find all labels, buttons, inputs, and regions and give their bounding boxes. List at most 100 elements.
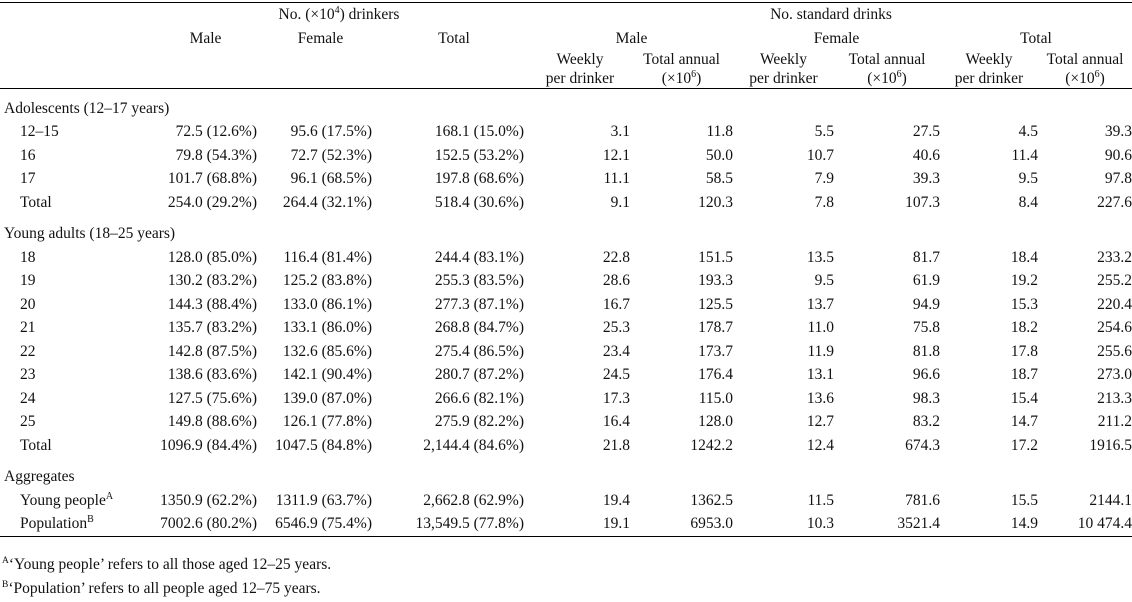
male-total-annual-header: Total annual (×106) [630, 50, 733, 89]
total-weekly-cell: 18.2 [1010, 319, 1038, 337]
male-drinkers-cell: 135.7 (83.2%) [167, 319, 257, 337]
female-total-annual-header: Total annual (×106) [834, 50, 940, 89]
footnote-mark: B [87, 514, 94, 526]
male-drinkers-cell: 254.0 (29.2%) [167, 193, 257, 211]
total-annual-cell: 211.2 [1097, 413, 1132, 431]
male-weekly-cell: 17.3 [602, 389, 630, 407]
female-weekly-cell: 10.3 [733, 512, 834, 537]
female-drinks-header: Female [813, 29, 860, 47]
male-annual-cell: 178.7 [698, 319, 733, 337]
female-weekly-cell: 10.7 [806, 146, 834, 164]
row-label: 16 [20, 146, 36, 164]
table-row: 25 149.8 (88.6%) 126.1 (77.8%) 275.9 (82.2%… [0, 411, 1132, 435]
male-weekly-cell: 19.1 [530, 512, 630, 537]
male-weekly-cell: 23.4 [602, 342, 630, 360]
male-annual-cell: 6953.0 [630, 512, 733, 537]
footnote-b: B‘Population’ refers to all people aged … [2, 579, 321, 597]
total-drinkers-cell: 280.7 (87.2%) [434, 366, 524, 384]
footnote-mark: A [105, 490, 114, 502]
row-label: 23 [20, 366, 36, 384]
total-weekly-cell: 15.3 [1010, 295, 1038, 313]
total-annual-cell: 255.2 [1097, 272, 1132, 290]
female-weekly-cell: 11.5 [807, 491, 834, 509]
total-weekly-cell: 19.2 [1010, 272, 1038, 290]
total-weekly-cell: 15.4 [1010, 389, 1038, 407]
total-drinkers-cell: 2,144.4 (84.6%) [423, 436, 524, 454]
total-annual-cell: 254.6 [1097, 319, 1132, 337]
total-drinkers-cell: 266.6 (82.1%) [434, 389, 524, 407]
sub-header-spacer [148, 50, 263, 89]
total-weekly-cell: 18.7 [1010, 366, 1038, 384]
section-title: Young adults (18–25 years) [4, 225, 176, 243]
row-label: PopulationB [0, 512, 148, 537]
table-row: 12–15 72.5 (12.6%) 95.6 (17.5%) 168.1 (15.0… [0, 121, 1132, 145]
male-weekly-cell: 25.3 [602, 319, 630, 337]
male-annual-cell: 120.3 [698, 193, 733, 211]
total-annual-cell: 233.2 [1097, 248, 1132, 266]
drinkers-group-header: No. (×104) drinkers [148, 2, 530, 27]
sub-header-spacer [263, 50, 378, 89]
row-label: 19 [20, 272, 36, 290]
male-annual-cell: 128.0 [698, 413, 733, 431]
female-drinkers-cell: 95.6 (17.5%) [290, 123, 372, 141]
total-drinks-header: Total [1020, 29, 1052, 47]
female-drinkers-cell: 72.7 (52.3%) [290, 146, 372, 164]
female-annual-cell: 61.9 [912, 272, 940, 290]
female-annual-cell: 81.8 [912, 342, 940, 360]
row-label: 12–15 [20, 123, 59, 141]
male-annual-cell: 1362.5 [690, 491, 733, 509]
male-drinkers-cell: 128.0 (85.0%) [167, 248, 257, 266]
female-drinkers-cell: 96.1 (68.5%) [290, 170, 372, 188]
row-label: 21 [20, 319, 36, 337]
female-weekly-cell: 5.5 [814, 123, 834, 141]
row-label: 18 [20, 248, 36, 266]
row-label: Total [20, 436, 52, 454]
total-annual-cell: 273.0 [1097, 366, 1132, 384]
male-drinkers-cell: 7002.6 (80.2%) [148, 512, 263, 537]
section-title: Adolescents (12–17 years) [4, 99, 170, 117]
female-annual-cell: 96.6 [912, 366, 940, 384]
total-drinkers-cell: 268.8 (84.7%) [434, 319, 524, 337]
sub-header-spacer [378, 50, 530, 89]
male-drinkers-cell: 138.6 (83.6%) [167, 366, 257, 384]
total-weekly-cell: 8.4 [1018, 193, 1038, 211]
female-annual-cell: 94.9 [912, 295, 940, 313]
section-header-row: Aggregates [0, 458, 1132, 490]
total-weekly-cell: 18.4 [1010, 248, 1038, 266]
total-total-annual-header: Total annual (×106) [1038, 50, 1132, 89]
total-drinkers-cell: 2,662.8 (62.9%) [423, 491, 524, 509]
female-annual-cell: 81.7 [912, 248, 940, 266]
male-weekly-cell: 11.1 [603, 170, 630, 188]
female-drinkers-cell: 132.6 (85.6%) [282, 342, 372, 360]
male-weekly-cell: 9.1 [610, 193, 630, 211]
female-annual-cell: 674.3 [905, 436, 940, 454]
male-weekly-cell: 3.1 [610, 123, 630, 141]
male-annual-cell: 50.0 [705, 146, 733, 164]
total-annual-cell: 1916.5 [1089, 436, 1132, 454]
male-annual-cell: 193.3 [698, 272, 733, 290]
male-weekly-cell: 16.7 [602, 295, 630, 313]
table-row: 24 127.5 (75.6%) 139.0 (87.0%) 266.6 (82.1%… [0, 387, 1132, 411]
female-weekly-cell: 7.8 [814, 193, 834, 211]
female-drinkers-cell: 126.1 (77.8%) [282, 413, 372, 431]
male-weekly-cell: 28.6 [602, 272, 630, 290]
female-annual-cell: 27.5 [912, 123, 940, 141]
row-label: Young peopleA [0, 489, 148, 513]
male-annual-cell: 58.5 [705, 170, 733, 188]
female-annual-cell: 781.6 [905, 491, 940, 509]
female-annual-cell: 39.3 [912, 170, 940, 188]
row-label-text: Young people [20, 491, 106, 509]
male-drinkers-cell: 127.5 (75.6%) [167, 389, 257, 407]
row-label: 24 [20, 389, 36, 407]
female-weekly-cell: 11.9 [807, 342, 834, 360]
total-annual-cell: 220.4 [1097, 295, 1132, 313]
male-drinkers-cell: 144.3 (88.4%) [167, 295, 257, 313]
male-drinkers-cell: 72.5 (12.6%) [175, 123, 257, 141]
table-body: Adolescents (12–17 years) 12–15 72.5 (12.6… [0, 89, 1132, 537]
total-drinkers-cell: 197.8 (68.6%) [434, 170, 524, 188]
male-drinkers-cell: 130.2 (83.2%) [167, 272, 257, 290]
female-annual-cell: 40.6 [912, 146, 940, 164]
section-header-row: Young adults (18–25 years) [0, 215, 1132, 247]
female-drinkers-cell: 1047.5 (84.8%) [275, 436, 372, 454]
total-drinkers-cell: 255.3 (83.5%) [434, 272, 524, 290]
